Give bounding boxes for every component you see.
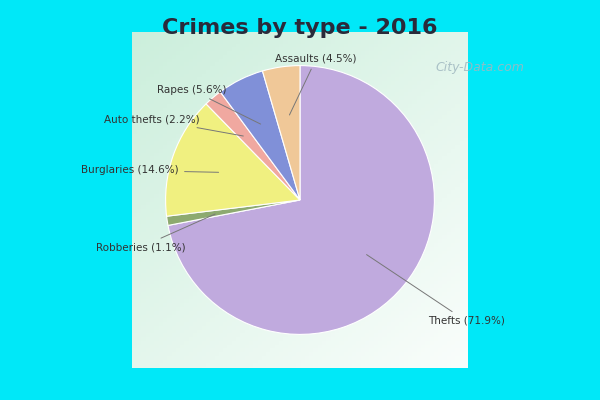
Text: Burglaries (14.6%): Burglaries (14.6%) <box>82 166 218 176</box>
Text: Rapes (5.6%): Rapes (5.6%) <box>157 85 260 124</box>
Wedge shape <box>262 66 300 200</box>
Wedge shape <box>167 200 300 226</box>
Wedge shape <box>166 104 300 216</box>
Text: Assaults (4.5%): Assaults (4.5%) <box>275 54 357 115</box>
Text: Robberies (1.1%): Robberies (1.1%) <box>96 214 215 252</box>
Wedge shape <box>168 66 434 334</box>
Text: City-Data.com: City-Data.com <box>436 62 524 74</box>
Text: Crimes by type - 2016: Crimes by type - 2016 <box>162 18 438 38</box>
Wedge shape <box>220 71 300 200</box>
Text: Auto thefts (2.2%): Auto thefts (2.2%) <box>104 114 244 136</box>
Text: Thefts (71.9%): Thefts (71.9%) <box>367 254 505 326</box>
Wedge shape <box>206 92 300 200</box>
